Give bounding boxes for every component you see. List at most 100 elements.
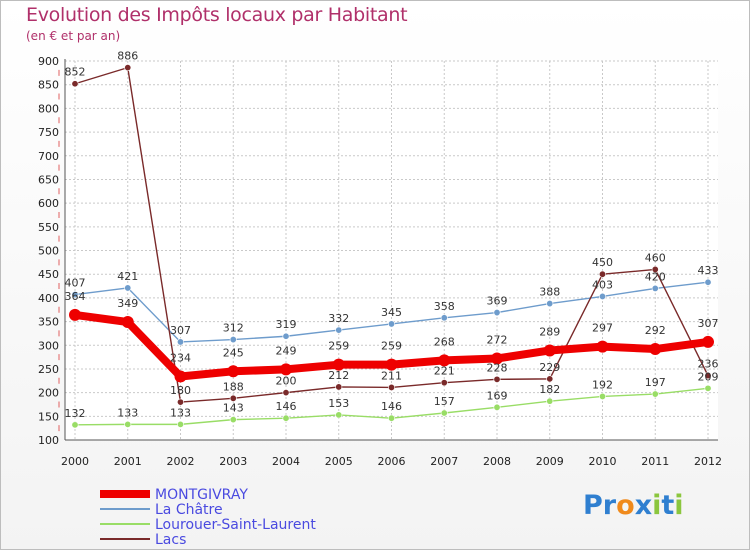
y-tick-label: 150 <box>38 410 59 423</box>
data-label-MONTGIVRAY-2003: 245 <box>223 346 244 359</box>
point-MONTGIVRAY-2001 <box>121 316 134 329</box>
data-label-La Châtre-2007: 358 <box>434 300 455 313</box>
logo-letter: r <box>602 490 617 521</box>
data-label-Lacs-2010: 450 <box>592 256 613 269</box>
point-Lacs-2002 <box>177 398 185 406</box>
data-label-Lacs-2008: 228 <box>487 361 508 374</box>
data-label-La Châtre-2006: 345 <box>381 306 402 319</box>
y-tick-label: 800 <box>38 102 59 115</box>
data-label-La Châtre-2010: 403 <box>592 278 613 291</box>
y-tick-label: 250 <box>38 363 59 376</box>
data-label-MONTGIVRAY-2000: 364 <box>65 290 86 303</box>
data-label-MONTGIVRAY-2005: 259 <box>328 340 349 353</box>
point-Lourouer-Saint-Laurent-2012 <box>704 384 712 392</box>
x-tick-label: 2007 <box>430 455 458 468</box>
point-Lourouer-Saint-Laurent-2003 <box>229 416 237 424</box>
point-La Châtre-2005 <box>335 326 343 334</box>
x-tick-label: 2002 <box>167 455 195 468</box>
data-label-La Châtre-2001: 421 <box>117 270 138 283</box>
point-La Châtre-2012 <box>704 278 712 286</box>
point-MONTGIVRAY-2007 <box>438 354 451 367</box>
data-label-MONTGIVRAY-2009: 289 <box>539 325 560 338</box>
data-label-Lacs-2007: 221 <box>434 365 455 378</box>
logo-letter: t <box>661 490 675 521</box>
point-La Châtre-2003 <box>229 336 237 344</box>
data-label-Lourouer-Saint-Laurent-2006: 146 <box>381 400 402 413</box>
point-La Châtre-2006 <box>387 320 395 328</box>
data-label-Lourouer-Saint-Laurent-2009: 182 <box>539 383 560 396</box>
data-label-MONTGIVRAY-2011: 292 <box>645 324 666 337</box>
point-La Châtre-2004 <box>282 332 290 340</box>
data-label-MONTGIVRAY-2010: 297 <box>592 322 613 335</box>
point-Lourouer-Saint-Laurent-2002 <box>177 420 185 428</box>
data-label-La Châtre-2012: 433 <box>698 264 719 277</box>
y-tick-label: 600 <box>38 197 59 210</box>
point-Lourouer-Saint-Laurent-2000 <box>71 421 79 429</box>
data-label-Lacs-2012: 236 <box>698 358 719 371</box>
x-tick-label: 2005 <box>325 455 353 468</box>
point-MONTGIVRAY-2012 <box>702 335 714 348</box>
point-MONTGIVRAY-2011 <box>649 343 662 356</box>
point-Lacs-2010 <box>598 270 606 278</box>
data-label-Lourouer-Saint-Laurent-2008: 169 <box>487 389 508 402</box>
point-Lourouer-Saint-Laurent-2004 <box>282 414 290 422</box>
point-MONTGIVRAY-2000 <box>69 308 81 321</box>
data-label-MONTGIVRAY-2007: 268 <box>434 335 455 348</box>
point-Lourouer-Saint-Laurent-2001 <box>124 420 132 428</box>
x-tick-label: 2006 <box>378 455 406 468</box>
point-La Châtre-2010 <box>598 292 606 300</box>
point-MONTGIVRAY-2004 <box>280 363 292 376</box>
data-label-La Châtre-2003: 312 <box>223 322 244 335</box>
point-Lourouer-Saint-Laurent-2006 <box>387 414 395 422</box>
data-label-La Châtre-2008: 369 <box>487 295 508 308</box>
point-Lacs-2006 <box>387 383 395 391</box>
point-Lourouer-Saint-Laurent-2011 <box>651 390 659 398</box>
point-Lacs-2005 <box>335 383 343 391</box>
x-tick-label: 2004 <box>272 455 300 468</box>
logo-letter: i <box>652 490 662 521</box>
x-tick-label: 2001 <box>114 455 142 468</box>
x-tick-label: 2009 <box>536 455 564 468</box>
data-label-Lacs-2009: 229 <box>539 361 560 374</box>
chart-subtitle: (en € et par an) <box>26 29 121 43</box>
data-label-La Châtre-2000: 407 <box>65 277 86 290</box>
logo-letter: o <box>616 490 635 521</box>
legend-label-La Châtre: La Châtre <box>155 502 223 518</box>
data-label-Lacs-2002: 180 <box>170 384 191 397</box>
point-Lacs-2009 <box>546 375 554 383</box>
y-tick-label: 200 <box>38 387 59 400</box>
point-MONTGIVRAY-2009 <box>543 344 556 357</box>
legend-label-MONTGIVRAY: MONTGIVRAY <box>155 487 248 503</box>
point-La Châtre-2011 <box>651 284 659 292</box>
legend-label-Lacs: Lacs <box>155 532 186 548</box>
data-label-Lourouer-Saint-Laurent-2007: 157 <box>434 395 455 408</box>
point-Lourouer-Saint-Laurent-2005 <box>335 411 343 419</box>
point-Lourouer-Saint-Laurent-2009 <box>546 397 554 405</box>
y-tick-label: 450 <box>38 268 59 281</box>
y-tick-label: 400 <box>38 292 59 305</box>
x-tick-label: 2012 <box>694 455 722 468</box>
data-label-Lourouer-Saint-Laurent-2010: 192 <box>592 378 613 391</box>
data-label-Lacs-2000: 852 <box>65 66 86 79</box>
data-label-Lacs-2005: 212 <box>328 369 349 382</box>
point-MONTGIVRAY-2006 <box>385 358 398 371</box>
point-MONTGIVRAY-2008 <box>491 352 503 365</box>
point-La Châtre-2002 <box>177 338 185 346</box>
data-label-La Châtre-2002: 307 <box>170 324 191 337</box>
data-label-MONTGIVRAY-2006: 259 <box>381 340 402 353</box>
point-Lacs-2001 <box>124 64 132 72</box>
data-label-MONTGIVRAY-2012: 307 <box>698 317 719 330</box>
point-Lacs-2004 <box>282 389 290 397</box>
data-label-MONTGIVRAY-2004: 249 <box>276 344 297 357</box>
data-label-MONTGIVRAY-2008: 272 <box>487 334 508 347</box>
chart-title: Evolution des Impôts locaux par Habitant <box>26 4 408 26</box>
x-tick-label: 2010 <box>589 455 617 468</box>
point-MONTGIVRAY-2002 <box>174 370 187 383</box>
y-tick-label: 750 <box>38 126 59 139</box>
point-Lourouer-Saint-Laurent-2010 <box>598 392 606 400</box>
logo-letter: x <box>634 490 653 521</box>
data-label-Lourouer-Saint-Laurent-2003: 143 <box>223 402 244 415</box>
y-tick-label: 900 <box>38 55 59 68</box>
y-tick-label: 300 <box>38 339 59 352</box>
